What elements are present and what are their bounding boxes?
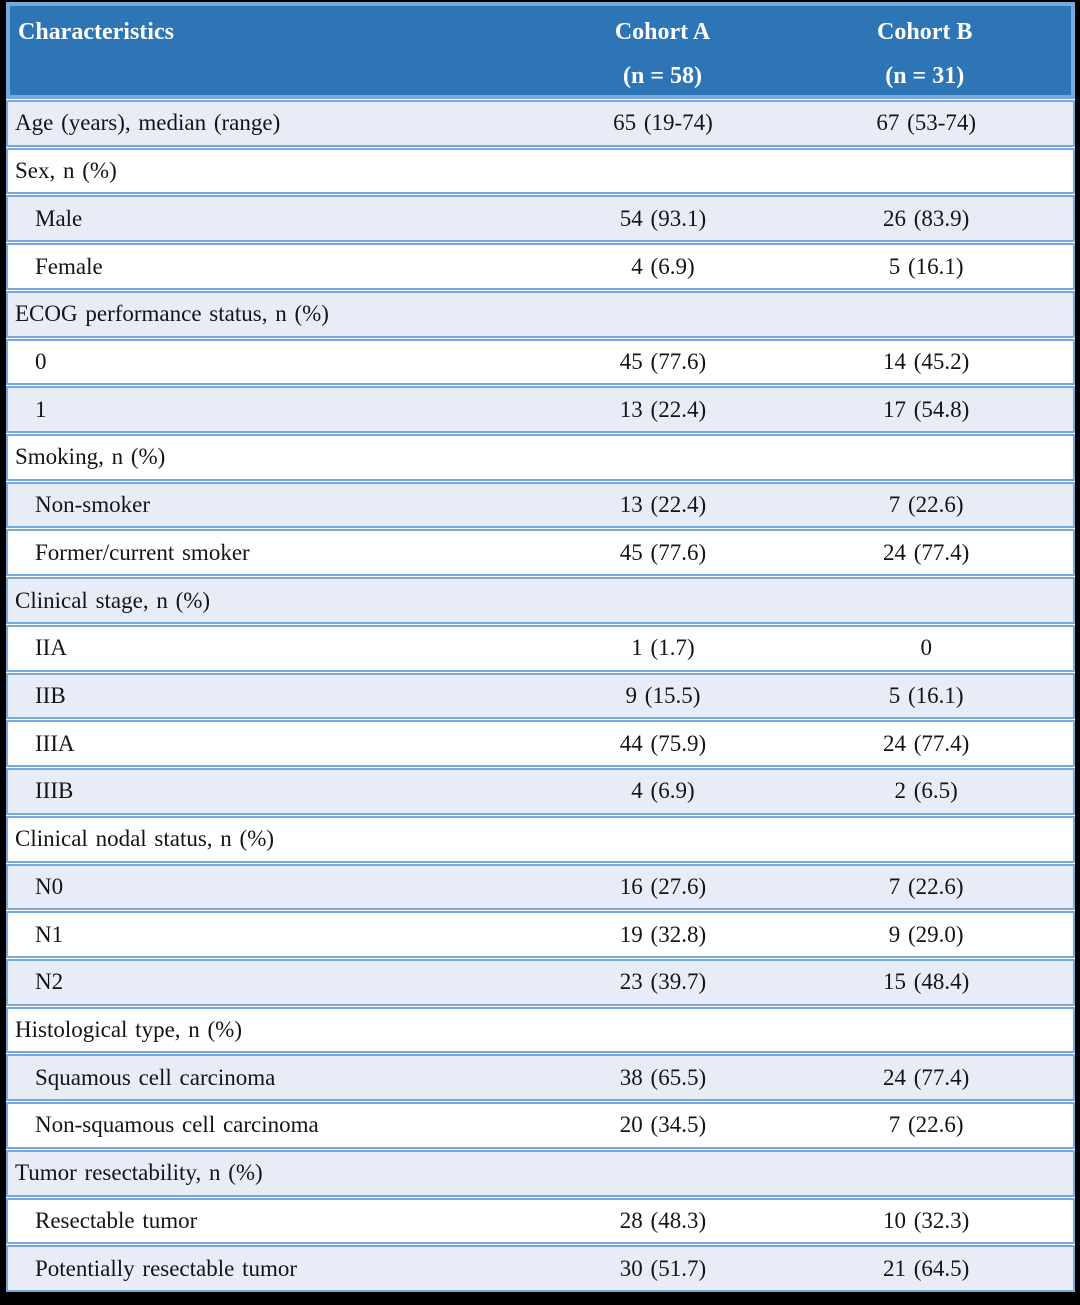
row-label: Male bbox=[35, 205, 83, 231]
cohort-b-value: 15 (48.4) bbox=[883, 969, 970, 995]
row-label: Former/current smoker bbox=[35, 539, 250, 565]
row-label: Clinical stage, n (%) bbox=[15, 587, 211, 613]
cohort-b-value: 24 (77.4) bbox=[883, 1064, 970, 1090]
table-row: 1 13 (22.4) 17 (54.8) bbox=[6, 386, 1075, 434]
cohort-a-value: 13 (22.4) bbox=[619, 396, 707, 422]
header-cohort-a: Cohort A (n = 58) bbox=[525, 6, 801, 95]
table-row: N0 16 (27.6) 7 (22.6) bbox=[6, 863, 1075, 911]
table-row: N1 19 (32.8) 9 (29.0) bbox=[6, 911, 1075, 958]
cohort-b-value: 7 (22.6) bbox=[888, 873, 964, 899]
row-label: Squamous cell carcinoma bbox=[35, 1064, 276, 1090]
table-row: IIA 1 (1.7) 0 bbox=[6, 624, 1075, 672]
cohort-a-value: 44 (75.9) bbox=[619, 730, 707, 756]
row-label: Age (years), median (range) bbox=[15, 110, 281, 136]
row-label: ECOG performance status, n (%) bbox=[15, 301, 329, 327]
row-label: Tumor resectability, n (%) bbox=[15, 1160, 263, 1186]
table-row: 0 45 (77.6) 14 (45.2) bbox=[6, 338, 1075, 386]
cohort-b-value: 21 (64.5) bbox=[883, 1255, 970, 1281]
cohort-a-value: 45 (77.6) bbox=[619, 348, 707, 374]
table-row: Clinical stage, n (%) bbox=[6, 577, 1075, 624]
header-cohort-b: Cohort B (n = 31) bbox=[800, 6, 1071, 95]
table-row: Sex, n (%) bbox=[6, 147, 1075, 195]
cohort-a-value: 1 (1.7) bbox=[631, 635, 695, 661]
characteristics-table: Characteristics Cohort A (n = 58) Cohort… bbox=[6, 2, 1075, 1292]
cohort-a-value: 16 (27.6) bbox=[619, 873, 707, 899]
cohort-a-value: 9 (15.5) bbox=[625, 682, 701, 708]
row-label: IIIA bbox=[35, 730, 75, 756]
cohort-a-value: 23 (39.7) bbox=[619, 969, 707, 995]
table-row: Age (years), median (range) 65 (19-74) 6… bbox=[6, 100, 1075, 147]
cohort-b-value: 5 (16.1) bbox=[888, 682, 964, 708]
table-body: Age (years), median (range) 65 (19-74) 6… bbox=[6, 99, 1075, 1292]
cohort-a-value: 4 (6.9) bbox=[631, 253, 695, 279]
table-row: Smoking, n (%) bbox=[6, 434, 1075, 481]
table-row: Histological type, n (%) bbox=[6, 1006, 1075, 1054]
cohort-b-value: 9 (29.0) bbox=[888, 921, 964, 947]
table-row: IIIA 44 (75.9) 24 (77.4) bbox=[6, 720, 1075, 768]
row-label: Histological type, n (%) bbox=[15, 1017, 243, 1043]
cohort-a-value: 19 (32.8) bbox=[619, 921, 707, 947]
cohort-a-value: 4 (6.9) bbox=[631, 778, 695, 804]
cohort-a-value: 28 (48.3) bbox=[619, 1207, 707, 1233]
cohort-b-value: 7 (22.6) bbox=[888, 1112, 964, 1138]
table-row: N2 23 (39.7) 15 (48.4) bbox=[6, 958, 1075, 1006]
table-row: Tumor resectability, n (%) bbox=[6, 1149, 1075, 1197]
cohort-a-value: 13 (22.4) bbox=[619, 492, 707, 518]
cohort-b-value: 67 (53-74) bbox=[876, 110, 977, 136]
row-label: N1 bbox=[35, 921, 64, 947]
cohort-b-value: 24 (77.4) bbox=[883, 730, 970, 756]
cohort-a-value: 20 (34.5) bbox=[619, 1112, 707, 1138]
cohort-b-value: 5 (16.1) bbox=[888, 253, 964, 279]
table-row: IIIB 4 (6.9) 2 (6.5) bbox=[6, 768, 1075, 815]
row-label: N0 bbox=[35, 873, 64, 899]
cohort-a-value: 30 (51.7) bbox=[619, 1255, 707, 1281]
cohort-a-value: 54 (93.1) bbox=[619, 205, 707, 231]
cohort-a-n: (n = 58) bbox=[623, 63, 703, 89]
row-label: Non-squamous cell carcinoma bbox=[35, 1112, 319, 1138]
table-header-row: Characteristics Cohort A (n = 58) Cohort… bbox=[6, 2, 1075, 99]
header-characteristics-label: Characteristics bbox=[18, 19, 174, 45]
row-label: 0 bbox=[35, 348, 47, 374]
cohort-a-value: 45 (77.6) bbox=[619, 539, 707, 565]
cohort-b-value: 0 bbox=[920, 635, 932, 661]
table-row: Non-smoker 13 (22.4) 7 (22.6) bbox=[6, 481, 1075, 529]
row-label: IIIB bbox=[35, 778, 74, 804]
row-label: Smoking, n (%) bbox=[15, 444, 166, 470]
table-row: Male 54 (93.1) 26 (83.9) bbox=[6, 195, 1075, 243]
row-label: Clinical nodal status, n (%) bbox=[15, 826, 275, 852]
row-label: IIB bbox=[35, 682, 66, 708]
table-row: Clinical nodal status, n (%) bbox=[6, 815, 1075, 863]
cohort-b-n: (n = 31) bbox=[885, 63, 965, 89]
cohort-b-value: 10 (32.3) bbox=[883, 1207, 970, 1233]
row-label: Resectable tumor bbox=[35, 1207, 198, 1233]
table-row: Resectable tumor 28 (48.3) 10 (32.3) bbox=[6, 1197, 1075, 1245]
row-label: Non-smoker bbox=[35, 492, 150, 518]
row-label: Potentially resectable tumor bbox=[35, 1255, 298, 1281]
row-label: IIA bbox=[35, 635, 67, 661]
row-label: Female bbox=[35, 253, 103, 279]
row-label: 1 bbox=[35, 396, 47, 422]
cohort-b-value: 24 (77.4) bbox=[883, 539, 970, 565]
cohort-b-value: 14 (45.2) bbox=[883, 348, 970, 374]
cohort-a-name: Cohort A bbox=[614, 19, 711, 45]
cohort-b-value: 17 (54.8) bbox=[883, 396, 970, 422]
cohort-a-value: 65 (19-74) bbox=[613, 110, 713, 136]
table-row: Former/current smoker 45 (77.6) 24 (77.4… bbox=[6, 529, 1075, 577]
cohort-a-value: 38 (65.5) bbox=[619, 1064, 707, 1090]
table-row: ECOG performance status, n (%) bbox=[6, 290, 1075, 338]
cohort-b-value: 7 (22.6) bbox=[888, 492, 964, 518]
cohort-b-value: 2 (6.5) bbox=[894, 778, 958, 804]
table-row: Squamous cell carcinoma 38 (65.5) 24 (77… bbox=[6, 1054, 1075, 1102]
row-label: N2 bbox=[35, 969, 64, 995]
table-row: Female 4 (6.9) 5 (16.1) bbox=[6, 243, 1075, 290]
table-row: Potentially resectable tumor 30 (51.7) 2… bbox=[6, 1245, 1075, 1292]
cohort-b-value: 26 (83.9) bbox=[883, 205, 970, 231]
header-characteristics: Characteristics bbox=[10, 6, 525, 95]
cohort-b-name: Cohort B bbox=[877, 19, 973, 45]
row-label: Sex, n (%) bbox=[15, 158, 117, 184]
table-row: Non-squamous cell carcinoma 20 (34.5) 7 … bbox=[6, 1102, 1075, 1149]
table-row: IIB 9 (15.5) 5 (16.1) bbox=[6, 672, 1075, 720]
